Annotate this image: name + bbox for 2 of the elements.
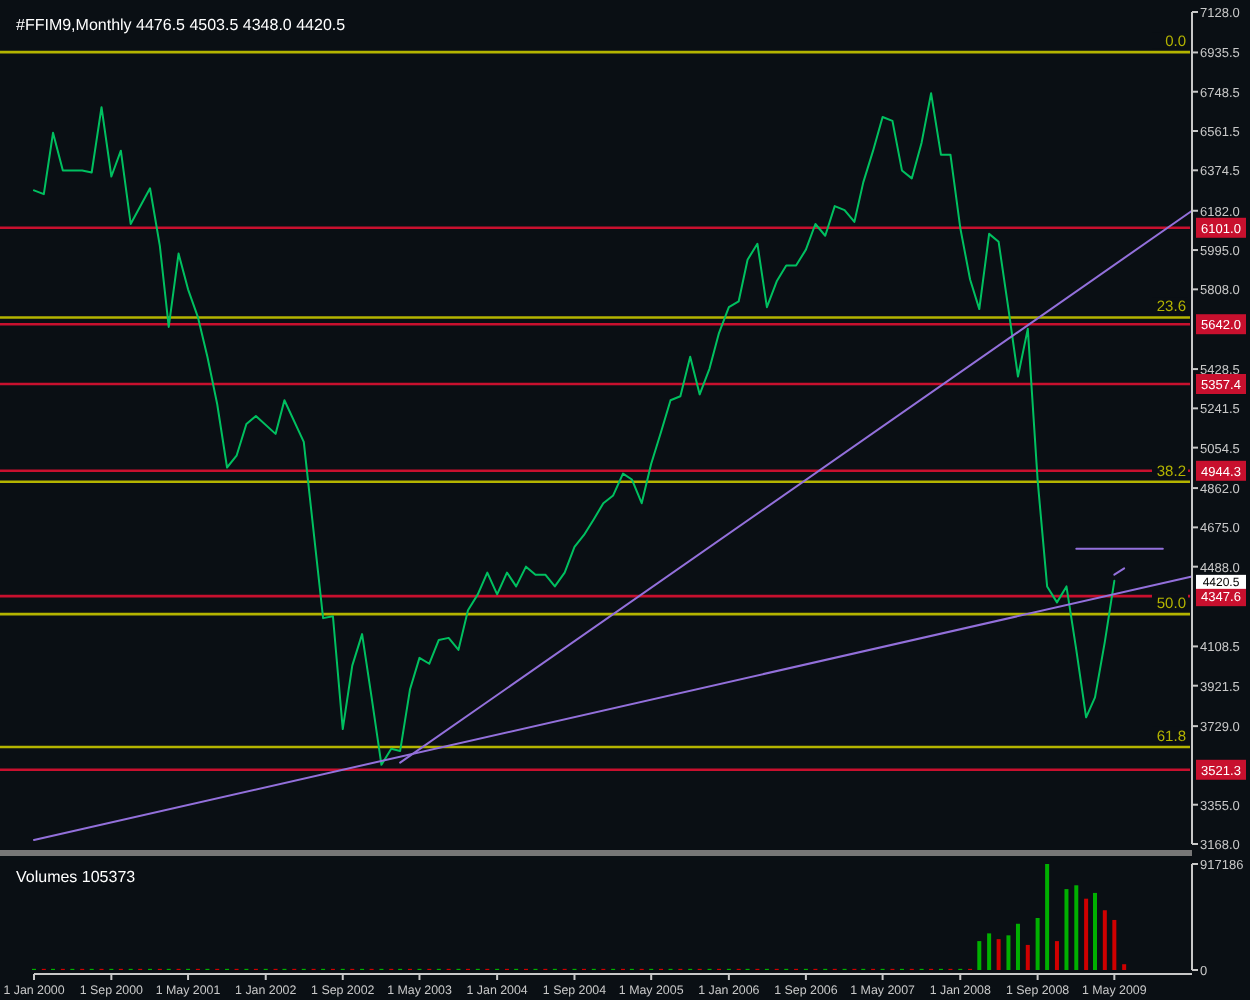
chart-title: #FFIM9,Monthly 4476.5 4503.5 4348.0 4420.5	[16, 16, 347, 34]
chart-title: Volumes 105373	[16, 868, 137, 886]
